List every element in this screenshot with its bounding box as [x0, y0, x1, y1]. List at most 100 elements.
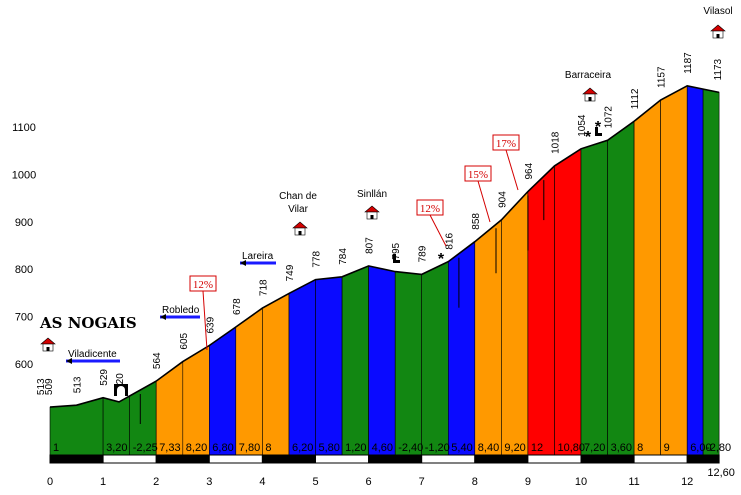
segment-11	[341, 265, 369, 456]
ramp-pointer	[202, 290, 208, 351]
altitude-label: 904	[497, 191, 508, 208]
y-tick-label: 900	[15, 217, 33, 229]
village-roof	[40, 337, 56, 345]
segment-grade-label: 8,40	[478, 442, 499, 454]
x-axis-ticks: 0 1 2 3 4 5 6 7 8 9 10 11 12	[47, 476, 693, 488]
segment-19	[554, 148, 582, 456]
ramp-percentage-label: 15%	[468, 169, 488, 181]
fountain-icon	[393, 254, 400, 263]
km-bar-cell	[527, 454, 582, 464]
segment-8	[262, 292, 290, 456]
place-label-lareira: Lareira	[242, 251, 274, 262]
segment-15	[447, 241, 476, 456]
altitude-label: 1173	[713, 58, 724, 80]
km-bar-cell	[368, 454, 423, 464]
km-bar-cell	[49, 454, 104, 464]
chan-de-vilar-line-1: Chan de	[279, 191, 317, 202]
altitude-label: 964	[524, 162, 535, 179]
x-tick-label: 2	[153, 476, 159, 488]
segment-16	[474, 219, 502, 456]
segment-13	[394, 271, 423, 456]
x-tick-label: 8	[472, 476, 478, 488]
altitude-label: 1187	[683, 52, 694, 74]
chan-de-vilar-line-2: Vilar	[288, 204, 308, 215]
y-axis-ticks: 600 700 800 900 1000 1100	[12, 122, 36, 371]
km-bar-cell	[261, 454, 316, 464]
ramp-percentage-label: 12%	[420, 203, 440, 215]
bridge-arch	[117, 386, 125, 396]
x-tick-label: 4	[259, 476, 265, 488]
segment-grade-label: 9,20	[504, 442, 525, 454]
village-door	[370, 215, 374, 219]
altitude-label: 1054	[577, 114, 588, 137]
y-tick-label: 800	[15, 264, 33, 276]
profile-line	[49, 84, 720, 408]
asterisk-marker: *	[438, 251, 445, 268]
bridge-icon	[114, 384, 128, 396]
km-bar-cell	[102, 454, 157, 464]
segment-grade-label: 3,20	[106, 442, 127, 454]
segment-grade-label: 3,60	[611, 442, 632, 454]
place-label-robledo: Robledo	[162, 305, 200, 316]
km-bar-cell	[580, 454, 635, 464]
altitude-label: 513	[36, 378, 47, 395]
km-bar-cell	[208, 454, 263, 464]
segment-24	[686, 85, 704, 456]
village-roof	[582, 87, 598, 95]
segment-grade-label: 7,80	[239, 442, 260, 454]
segment-grade-label: -2,80	[706, 442, 731, 454]
profile-segments	[49, 85, 720, 456]
segment-25	[702, 88, 720, 456]
segment-grade-label: 6,00	[690, 442, 711, 454]
altitude-label: 789	[418, 245, 429, 262]
segment-14	[421, 261, 449, 456]
ramp-percentage-callouts: 12% 12% 15% 17%	[139, 134, 545, 424]
x-tick-label: 11	[628, 476, 639, 488]
ramp-percentage-label: 12%	[193, 279, 213, 291]
altitude-label: 509	[44, 378, 55, 395]
segment-grade-label: -2,25	[133, 442, 158, 454]
segment-23	[660, 85, 688, 456]
village-roof	[292, 221, 308, 229]
vilasol-village-icon	[710, 24, 726, 39]
segment-21	[607, 120, 635, 456]
place-label-sinllan: Sinllán	[357, 189, 387, 200]
km-bar-cell	[155, 454, 210, 464]
x-tick-label: 9	[525, 476, 531, 488]
segment-grade-label: -1,20	[425, 442, 450, 454]
place-label-chan-de-vilar: Chan de Vilar	[279, 191, 317, 215]
segment-grade-label: 9	[664, 442, 670, 454]
ramp-pointer	[477, 180, 491, 223]
segment-18	[527, 165, 555, 456]
ramp-pointer	[429, 214, 447, 247]
altitude-label: 858	[471, 213, 482, 230]
place-label-vilasol: Vilasol	[703, 6, 732, 17]
km-bar-cell	[633, 454, 688, 464]
altitude-label: 1157	[657, 66, 668, 88]
x-tick-label: 1	[100, 476, 106, 488]
altitude-label: 718	[258, 279, 269, 296]
place-label-barraceira: Barraceira	[565, 70, 612, 81]
fountain-icon	[595, 127, 602, 136]
segment-grade-label: 10,80	[558, 442, 586, 454]
altitude-label: 1018	[551, 131, 562, 154]
barraceira-village-icon	[582, 87, 598, 102]
segment-grade-label: 1	[53, 442, 59, 454]
place-annotations: AS NOGAIS Viladicente Robledo Lareira Ch…	[39, 6, 733, 364]
altitude-label: 795	[391, 242, 402, 259]
segment-7	[235, 307, 263, 456]
place-label-viladicente: Viladicente	[68, 349, 117, 360]
y-tick-label: 1100	[12, 122, 36, 134]
start-place-label: AS NOGAIS	[39, 314, 137, 332]
km-bar-cell	[315, 454, 370, 464]
segment-5	[182, 344, 210, 456]
altitude-label: 816	[444, 232, 455, 249]
altitude-label: 778	[312, 250, 323, 267]
segment-grade-label: 5,80	[319, 442, 340, 454]
profile-outline	[49, 84, 720, 408]
segment-grade-label: 8	[637, 442, 643, 454]
segment-grade-label: 7,20	[584, 442, 605, 454]
altitude-label: 513	[73, 376, 84, 393]
